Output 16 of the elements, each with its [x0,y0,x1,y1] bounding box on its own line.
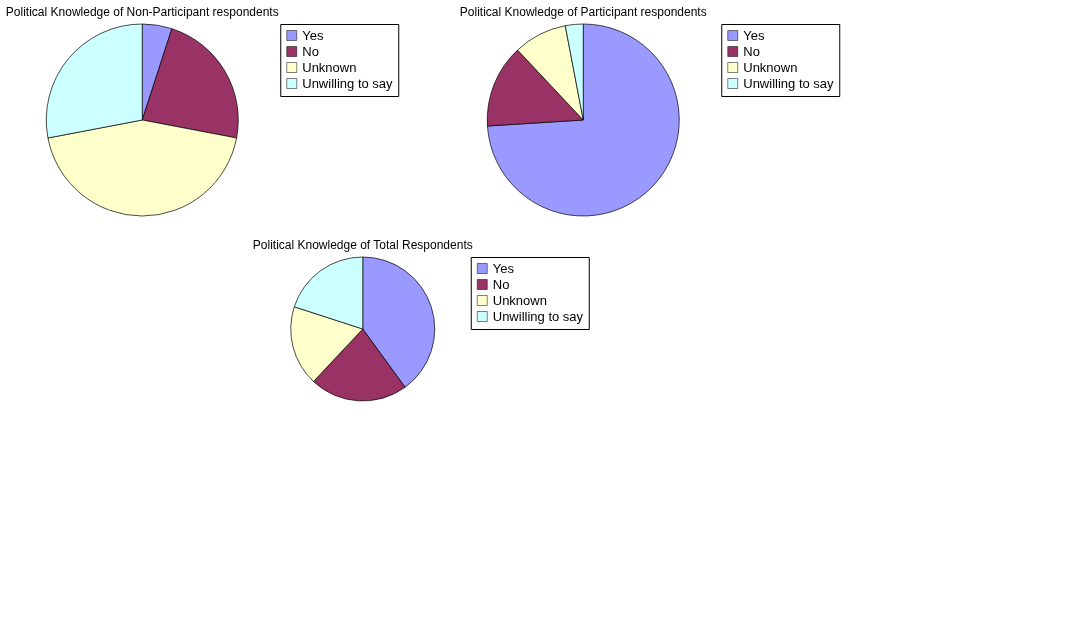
legend-label: No [492,276,510,292]
legend-label: Unknown [743,59,798,75]
legend-label: Unknown [302,59,357,75]
legend-label: Yes [492,260,515,276]
legend-label: Unwilling to say [302,75,394,91]
legend-label: No [302,43,319,59]
legend-label: Unwilling to say [743,75,835,91]
legend-label: Unwilling to say [492,308,584,324]
legend-label: Yes [302,27,324,43]
pie-slice [487,23,680,217]
chart-title: Political Knowledge of Non-Participant respondents [5,4,279,19]
chart-title: Political Knowledge of Total Respondents [252,237,473,252]
chart-title: Political Knowledge of Participant respondents [459,4,707,19]
legend-label: No [743,43,760,59]
legend-label: Unknown [492,292,547,308]
legend-label: Yes [743,27,765,43]
